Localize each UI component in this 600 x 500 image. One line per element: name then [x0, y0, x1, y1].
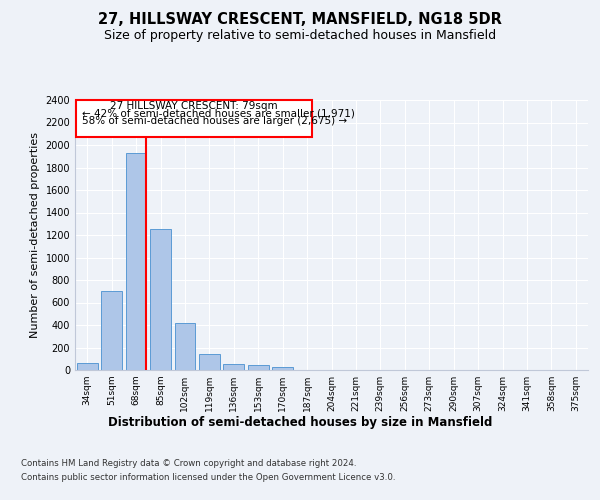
Bar — [150, 230, 171, 370]
Text: 27, HILLSWAY CRESCENT, MANSFIELD, NG18 5DR: 27, HILLSWAY CRESCENT, MANSFIELD, NG18 5… — [98, 12, 502, 28]
Text: Contains public sector information licensed under the Open Government Licence v3: Contains public sector information licen… — [21, 474, 395, 482]
Bar — [77, 362, 98, 370]
Bar — [101, 291, 122, 370]
Text: 27 HILLSWAY CRESCENT: 79sqm: 27 HILLSWAY CRESCENT: 79sqm — [110, 101, 278, 111]
FancyBboxPatch shape — [76, 100, 312, 136]
Bar — [125, 153, 146, 370]
Text: ← 42% of semi-detached houses are smaller (1,971): ← 42% of semi-detached houses are smalle… — [82, 109, 355, 119]
Bar — [248, 365, 269, 370]
Bar — [223, 364, 244, 370]
Text: Size of property relative to semi-detached houses in Mansfield: Size of property relative to semi-detach… — [104, 29, 496, 42]
Text: Distribution of semi-detached houses by size in Mansfield: Distribution of semi-detached houses by … — [108, 416, 492, 429]
Y-axis label: Number of semi-detached properties: Number of semi-detached properties — [30, 132, 40, 338]
Bar — [272, 367, 293, 370]
Text: 58% of semi-detached houses are larger (2,675) →: 58% of semi-detached houses are larger (… — [82, 116, 347, 126]
Text: Contains HM Land Registry data © Crown copyright and database right 2024.: Contains HM Land Registry data © Crown c… — [21, 460, 356, 468]
Bar — [175, 323, 196, 370]
Bar — [199, 354, 220, 370]
